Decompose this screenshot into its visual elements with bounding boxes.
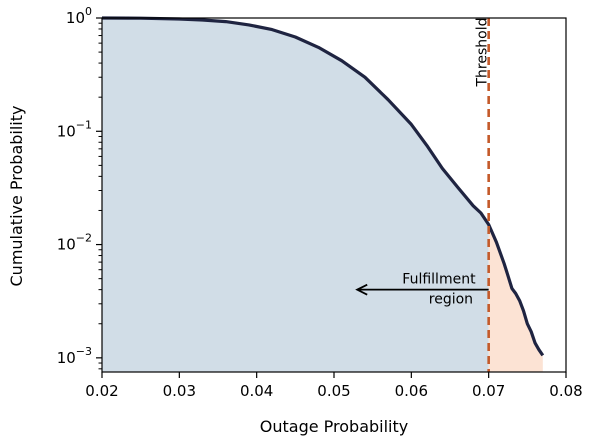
y-axis: 100 10−1 10−2 10−3 (57, 5, 102, 370)
x-axis: 0.02 0.03 0.04 0.05 0.06 0.07 0.08 (85, 372, 583, 400)
x-tick-label: 0.03 (163, 382, 196, 400)
cdf-series-line (101, 16, 545, 357)
annotation-line1: Fulfillment (402, 272, 476, 288)
annotation-line2: region (429, 292, 473, 308)
y-axis-title: Cumulative Probability (7, 106, 26, 287)
y-tick-label: 10−3 (57, 345, 92, 367)
threshold-label: Threshold (475, 17, 491, 87)
y-tick-label: 10−2 (57, 232, 92, 254)
x-tick-label: 0.05 (317, 382, 350, 400)
x-tick-label: 0.06 (395, 382, 428, 400)
fulfillment-fill (102, 18, 489, 372)
plot-area: Threshold Fulfillment region (101, 16, 567, 373)
y-tick-label: 10−1 (57, 118, 92, 140)
x-tick-label: 0.02 (85, 382, 118, 400)
x-tick-label: 0.04 (240, 382, 273, 400)
x-axis-title: Outage Probability (260, 417, 408, 436)
y-tick-label: 100 (66, 5, 92, 27)
x-tick-label: 0.07 (472, 382, 505, 400)
annotation-arrow-head (355, 283, 368, 296)
x-tick-label: 0.08 (549, 382, 582, 400)
